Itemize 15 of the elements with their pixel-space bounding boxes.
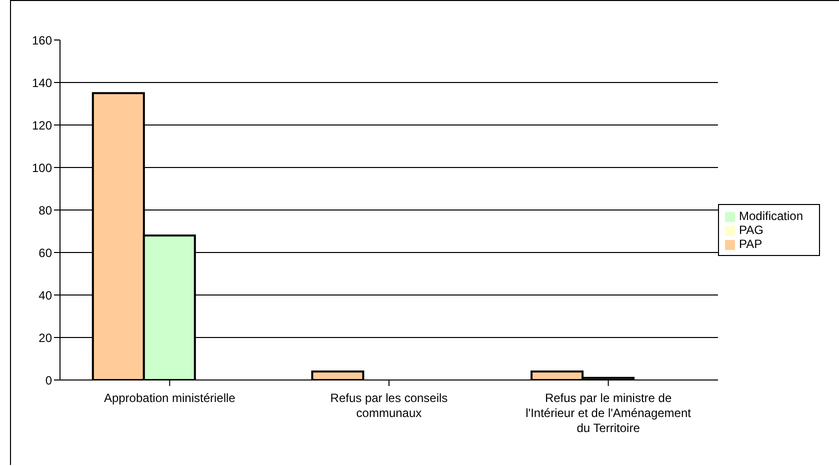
legend-label: PAG — [738, 223, 764, 237]
legend-label: PAP — [738, 237, 762, 251]
y-tick-label: 0 — [45, 373, 52, 388]
y-tick-label: 40 — [38, 288, 52, 302]
x-tick-label: Approbation ministérielle — [104, 391, 236, 405]
y-tick-label: 140 — [32, 76, 52, 90]
y-tick-label: 60 — [38, 246, 52, 260]
y-tick-label: 160 — [32, 33, 52, 48]
x-tick-label: Refus par le ministre de l'Intérieur et de l'Aménagement du Territoire — [526, 391, 692, 435]
legend-label: Modification — [738, 209, 803, 223]
y-tick-label: 120 — [32, 118, 52, 132]
y-tick-label: 100 — [32, 160, 52, 175]
y-tick-label: 20 — [38, 330, 52, 345]
x-tick-label: Refus par les conseils communaux — [330, 391, 448, 420]
y-tick-label: 80 — [38, 203, 52, 218]
